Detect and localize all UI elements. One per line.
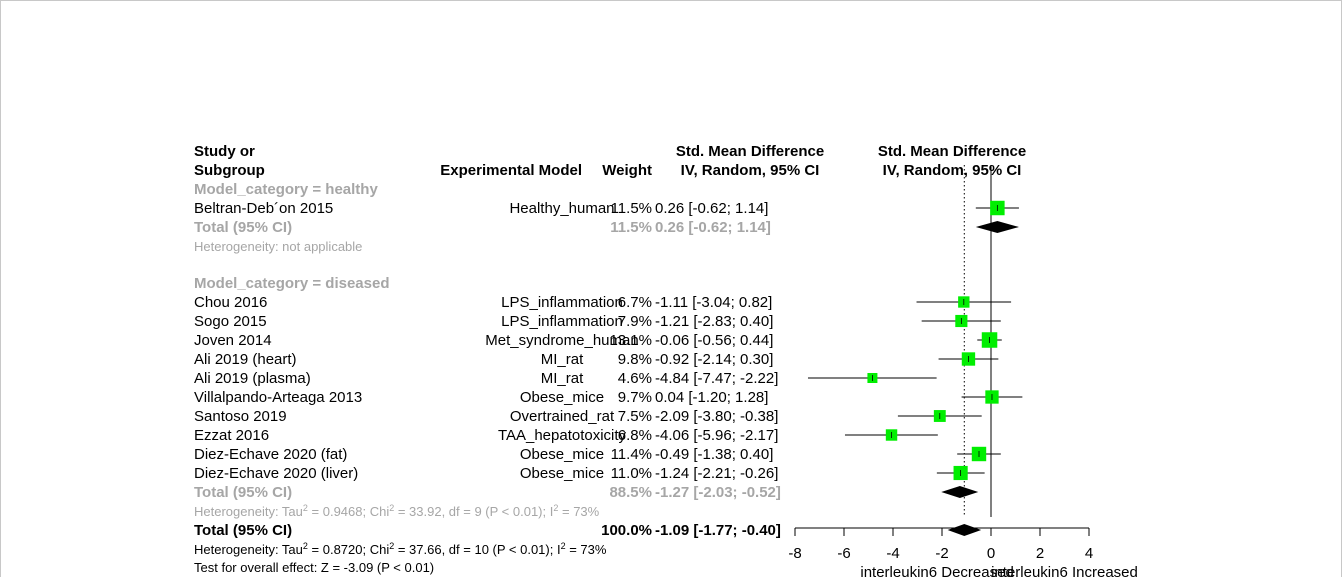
study-weight: 6.7% — [618, 294, 652, 311]
study-ci-text: -1.24 [-2.21; -0.26] — [655, 465, 778, 482]
x-axis-tick-label: -4 — [886, 545, 899, 562]
study-model: Obese_mice — [520, 389, 604, 406]
study-name: Diez-Echave 2020 (liver) — [194, 465, 358, 482]
study-model: Obese_mice — [520, 465, 604, 482]
subgroup-total-label: Total (95% CI) — [194, 219, 292, 236]
overall-total-ci-text: -1.09 [-1.77; -0.40] — [655, 522, 781, 539]
header-smd-line2: IV, Random, 95% CI — [681, 162, 820, 179]
overall-heterogeneity: Heterogeneity: Tau2 = 0.8720; Chi2 = 37.… — [194, 541, 607, 557]
header-plot-line2: IV, Random, 95% CI — [883, 162, 1022, 179]
study-weight: 9.7% — [618, 389, 652, 406]
overall-total-weight: 100.0% — [601, 522, 652, 539]
study-ci-text: 0.04 [-1.20; 1.28] — [655, 389, 768, 406]
study-weight: 11.4% — [611, 446, 652, 463]
subgroup-heterogeneity: Heterogeneity: Tau2 = 0.9468; Chi2 = 33.… — [194, 503, 600, 519]
study-ci-text: -4.06 [-5.96; -2.17] — [655, 427, 778, 444]
subgroup-diamond — [975, 221, 1019, 233]
study-weight: 7.9% — [618, 313, 652, 330]
study-model: Obese_mice — [520, 446, 604, 463]
study-weight: 13.1% — [609, 332, 652, 349]
study-model: Met_syndrome_human — [485, 332, 638, 349]
study-name: Joven 2014 — [194, 332, 272, 349]
study-ci-text: -4.84 [-7.47; -2.22] — [655, 370, 778, 387]
study-weight: 7.5% — [618, 408, 652, 425]
study-name: Ezzat 2016 — [194, 427, 269, 444]
x-axis-tick-label: -2 — [935, 545, 948, 562]
header-weight: Weight — [602, 162, 652, 179]
study-name: Ali 2019 (plasma) — [194, 370, 311, 387]
study-ci-text: -2.09 [-3.80; -0.38] — [655, 408, 778, 425]
header-experimental-model: Experimental Model — [440, 162, 582, 179]
study-ci-text: -1.11 [-3.04; 0.82] — [655, 294, 772, 311]
header-study-line2: Subgroup — [194, 162, 265, 179]
study-name: Sogo 2015 — [194, 313, 267, 330]
study-name: Diez-Echave 2020 (fat) — [194, 446, 347, 463]
header-study-line1: Study or — [194, 143, 255, 160]
study-ci-text: -1.21 [-2.83; 0.40] — [655, 313, 773, 330]
subgroup-diamond — [941, 486, 979, 498]
subgroup-title: Model_category = diseased — [194, 275, 390, 292]
study-name: Ali 2019 (heart) — [194, 351, 297, 368]
x-axis-label-right: interleukin6 Increased — [991, 564, 1138, 578]
study-ci-text: 0.26 [-0.62; 1.14] — [655, 200, 768, 217]
study-model: MI_rat — [541, 351, 584, 368]
study-model: TAA_hepatotoxicity — [498, 427, 627, 444]
subgroup-total-ci-text: 0.26 [-0.62; 1.14] — [655, 219, 771, 236]
x-axis-tick-label: 2 — [1036, 545, 1044, 562]
header-smd-line1: Std. Mean Difference — [676, 143, 824, 160]
study-name: Beltran-Deb´on 2015 — [194, 200, 333, 217]
x-axis-tick-label: 0 — [987, 545, 995, 562]
overall-effect-test: Test for overall effect: Z = -3.09 (P < … — [194, 560, 434, 575]
study-name: Villalpando-Arteaga 2013 — [194, 389, 362, 406]
study-model: MI_rat — [541, 370, 584, 387]
study-ci-text: -0.49 [-1.38; 0.40] — [655, 446, 773, 463]
x-axis-tick-label: -6 — [837, 545, 850, 562]
subgroup-total-label: Total (95% CI) — [194, 484, 292, 501]
header-plot-line1: Std. Mean Difference — [878, 143, 1026, 160]
study-ci-text: -0.92 [-2.14; 0.30] — [655, 351, 773, 368]
study-weight: 6.8% — [618, 427, 652, 444]
study-weight: 9.8% — [618, 351, 652, 368]
x-axis-label-left: interleukin6 Decreased — [860, 564, 1013, 578]
x-axis-tick-label: -8 — [788, 545, 801, 562]
study-model: Overtrained_rat — [510, 408, 615, 425]
study-weight: 11.0% — [611, 465, 652, 482]
study-name: Chou 2016 — [194, 294, 267, 311]
subgroup-title: Model_category = healthy — [194, 181, 378, 198]
subgroup-total-weight: 11.5% — [610, 219, 652, 236]
study-weight: 11.5% — [611, 200, 652, 217]
subgroup-heterogeneity: Heterogeneity: not applicable — [194, 239, 362, 254]
subgroup-total-ci-text: -1.27 [-2.03; -0.52] — [655, 484, 781, 501]
study-name: Santoso 2019 — [194, 408, 287, 425]
study-model: LPS_inflammation — [501, 294, 623, 311]
study-weight: 4.6% — [618, 370, 652, 387]
overall-diamond — [947, 524, 982, 536]
study-ci-text: -0.06 [-0.56; 0.44] — [655, 332, 773, 349]
subgroup-total-weight: 88.5% — [609, 484, 652, 501]
study-model: LPS_inflammation — [501, 313, 623, 330]
study-model: Healthy_human — [509, 200, 614, 217]
x-axis-tick-label: 4 — [1085, 545, 1093, 562]
overall-total-label: Total (95% CI) — [194, 522, 292, 539]
